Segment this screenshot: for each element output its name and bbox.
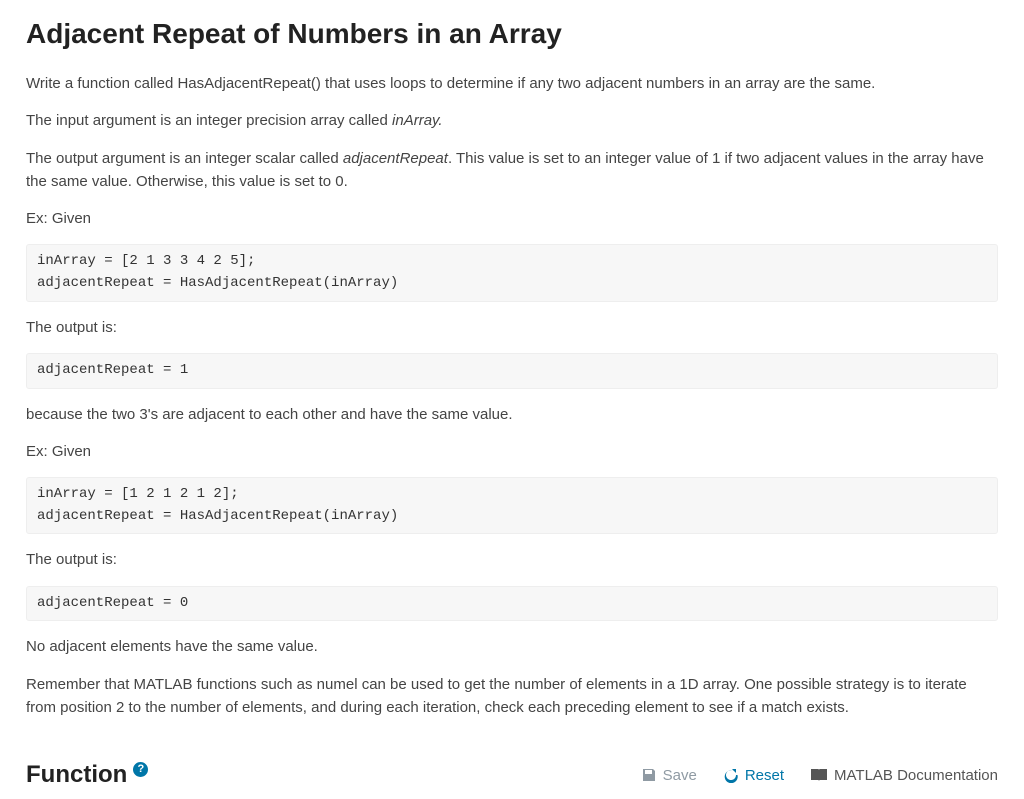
page-title: Adjacent Repeat of Numbers in an Array xyxy=(26,18,998,50)
example-1-label: Ex: Given xyxy=(26,207,998,230)
text: The output argument is an integer scalar… xyxy=(26,150,343,167)
reset-button[interactable]: Reset xyxy=(723,767,784,784)
because-1: because the two 3's are adjacent to each… xyxy=(26,403,998,426)
help-icon[interactable]: ? xyxy=(133,762,148,777)
save-icon xyxy=(641,767,657,783)
because-2: No adjacent elements have the same value… xyxy=(26,635,998,658)
docs-button[interactable]: MATLAB Documentation xyxy=(810,767,998,784)
code-block-2: adjacentRepeat = 1 xyxy=(26,353,998,389)
inarray-italic: inArray. xyxy=(392,112,443,129)
reset-icon xyxy=(723,767,739,783)
example-2-label: Ex: Given xyxy=(26,440,998,463)
reset-label: Reset xyxy=(745,767,784,784)
toolbar: Save Reset MATLAB Documentation xyxy=(641,767,998,784)
text: The input argument is an integer precisi… xyxy=(26,112,392,129)
save-button[interactable]: Save xyxy=(641,767,697,784)
code-block-4: adjacentRepeat = 0 xyxy=(26,586,998,622)
function-heading: Function ? xyxy=(26,761,148,789)
book-icon xyxy=(810,768,828,782)
output-arg-paragraph: The output argument is an integer scalar… xyxy=(26,147,998,194)
remember-paragraph: Remember that MATLAB functions such as n… xyxy=(26,673,998,720)
code-block-1: inArray = [2 1 3 3 4 2 5]; adjacentRepea… xyxy=(26,244,998,301)
input-arg-paragraph: The input argument is an integer precisi… xyxy=(26,109,998,132)
adjacentrepeat-italic: adjacentRepeat xyxy=(343,150,448,167)
docs-label: MATLAB Documentation xyxy=(834,767,998,784)
function-header-row: Function ? Save Reset MATLAB Documenta xyxy=(26,761,998,789)
function-heading-text: Function xyxy=(26,761,127,789)
code-block-3: inArray = [1 2 1 2 1 2]; adjacentRepeat … xyxy=(26,477,998,534)
intro-paragraph: Write a function called HasAdjacentRepea… xyxy=(26,72,998,95)
output-2-label: The output is: xyxy=(26,548,998,571)
save-label: Save xyxy=(663,767,697,784)
output-1-label: The output is: xyxy=(26,316,998,339)
